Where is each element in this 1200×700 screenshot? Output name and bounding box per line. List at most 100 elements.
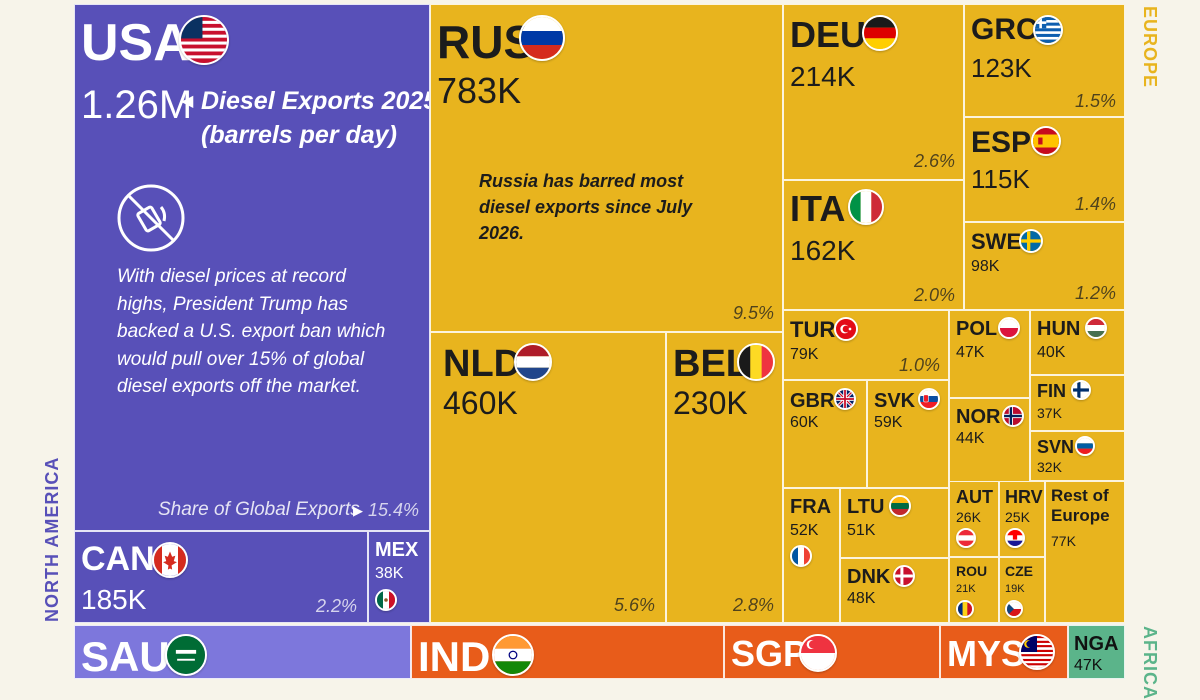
hrv-flag-icon (1005, 528, 1025, 548)
country-share: 2.6% (913, 151, 955, 171)
country-code: ITA (790, 188, 846, 229)
tile-mys: MYS (940, 625, 1068, 679)
country-value: 44K (956, 430, 985, 447)
ltu-flag-icon (889, 495, 911, 517)
chart-subtitle: (barrels per day) (201, 121, 397, 149)
country-share: 1.2% (1074, 283, 1116, 303)
country-code: GBR (790, 390, 835, 412)
tile-ita: ITA 162K 2.0% (783, 180, 964, 310)
gbr-flag-icon (834, 388, 856, 410)
no-diesel-icon (116, 183, 186, 253)
country-value: 123K (971, 53, 1032, 83)
tile-rus: RUS 783K Russia has barred most diesel e… (430, 4, 783, 332)
sgp-flag-icon (799, 634, 837, 672)
country-code: SGP (731, 633, 808, 674)
sau-flag-icon (165, 634, 207, 676)
ita-flag-icon (848, 189, 884, 225)
country-code: BEL (673, 343, 749, 385)
esp-flag-icon (1031, 126, 1061, 156)
country-share: 15.4% (367, 500, 419, 520)
mys-flag-icon (1019, 634, 1055, 670)
country-share: 1.5% (1074, 91, 1116, 111)
tile-nga: NGA 47K (1068, 625, 1125, 679)
tile-tur: TUR 79K 1.0% (783, 310, 949, 380)
country-code: ROU (956, 563, 988, 579)
grc-flag-icon (1033, 15, 1063, 45)
country-code: TUR (790, 317, 836, 342)
pointer-left-icon: ◀ (181, 93, 194, 110)
tur-flag-icon (834, 317, 858, 341)
svk-flag-icon (918, 388, 940, 410)
chart-title: Diesel Exports 2025 (201, 87, 430, 115)
country-code: FRA (790, 496, 832, 518)
swe-flag-icon (1019, 229, 1043, 253)
country-code: AUT (956, 487, 993, 507)
country-code: POL (956, 318, 998, 340)
country-code: HRV (1005, 487, 1043, 507)
rou-flag-icon (956, 600, 974, 618)
country-code: SVK (874, 390, 916, 412)
country-value: 32K (1037, 459, 1062, 475)
country-value: 77K (1051, 533, 1076, 549)
tile-swe: SWE 98K 1.2% (964, 222, 1125, 310)
country-code: GRC (971, 13, 1038, 46)
country-value: 783K (437, 70, 522, 111)
country-share: 2.0% (913, 285, 955, 305)
ind-flag-icon (492, 634, 534, 676)
country-code: SAU (81, 633, 170, 679)
deu-flag-icon (862, 15, 898, 51)
pol-flag-icon (998, 317, 1020, 339)
country-value: 47K (1074, 657, 1103, 674)
svn-flag-icon (1075, 436, 1095, 456)
country-value: 214K (790, 61, 856, 92)
country-value: 40K (1037, 344, 1066, 361)
country-code: CZE (1005, 563, 1033, 579)
tile-deu: DEU 214K 2.6% (783, 4, 964, 180)
country-value: 38K (375, 565, 404, 582)
fra-flag-icon (790, 545, 812, 567)
pointer-right-icon: ▶ (353, 503, 363, 518)
tile-sau: SAU (74, 625, 411, 679)
tile-aut: AUT 26K (949, 481, 999, 557)
can-flag-icon (152, 542, 188, 578)
country-share: 1.4% (1074, 194, 1116, 214)
tile-mex: MEX 38K (368, 531, 430, 623)
country-code: FIN (1037, 381, 1066, 401)
nld-flag-icon (514, 343, 552, 381)
tile-ltu: LTU 51K (840, 488, 949, 558)
tile-grc: GRC 123K 1.5% (964, 4, 1125, 117)
tile-ind: IND (411, 625, 724, 679)
tile-pol: POL 47K (949, 310, 1030, 398)
country-code: NGA (1074, 633, 1119, 655)
country-value: 19K (1005, 583, 1025, 595)
fin-flag-icon (1071, 380, 1091, 400)
region-label-africa: AFRICA (1140, 626, 1160, 700)
region-label-europe: EUROPE (1140, 6, 1160, 89)
country-value: 79K (790, 346, 819, 363)
country-code: MYS (947, 633, 1026, 674)
country-code: ESP (971, 126, 1032, 159)
tile-bel: BEL 230K 2.8% (666, 332, 783, 623)
country-value: 52K (790, 522, 819, 539)
country-code: HUN (1037, 318, 1081, 340)
country-value: 37K (1037, 405, 1062, 421)
tile-sgp: SGP (724, 625, 940, 679)
mex-flag-icon (375, 589, 397, 611)
dnk-flag-icon (893, 565, 915, 587)
country-value: 98K (971, 258, 1000, 275)
country-share: 9.5% (732, 303, 774, 323)
country-share: 2.8% (732, 595, 774, 615)
tile-esp: ESP 115K 1.4% (964, 117, 1125, 222)
tile-rest-of-europe: Rest of Europe 77K (1045, 481, 1125, 623)
country-code: MEX (375, 539, 419, 561)
country-code: LTU (847, 496, 885, 518)
tile-usa: USA 1.26M ◀ Diesel Exports 2025 (barrels… (74, 4, 430, 531)
bel-flag-icon (737, 343, 775, 381)
country-code: NOR (956, 406, 1001, 428)
country-code: DEU (790, 14, 867, 55)
country-value: 26K (956, 509, 981, 525)
country-code: SVN (1037, 437, 1075, 457)
tile-can: CAN 185K 2.2% (74, 531, 368, 623)
country-share: 5.6% (613, 595, 655, 615)
country-code: IND (418, 633, 491, 679)
